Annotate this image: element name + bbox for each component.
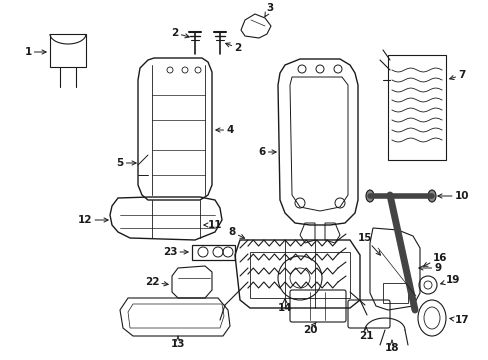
Text: 18: 18 [384,340,398,353]
Text: 3: 3 [264,3,273,17]
Text: 12: 12 [78,215,108,225]
Text: 21: 21 [358,327,372,341]
Text: 13: 13 [170,336,185,349]
Text: 15: 15 [357,233,380,255]
Text: 19: 19 [440,275,459,285]
Text: 10: 10 [437,191,468,201]
Text: 7: 7 [449,70,465,80]
Text: 1: 1 [24,47,46,57]
Text: 6: 6 [258,147,276,157]
Text: 2: 2 [225,43,241,53]
Ellipse shape [427,190,435,202]
Ellipse shape [365,190,373,202]
Text: 23: 23 [163,247,188,257]
Text: 4: 4 [215,125,233,135]
Text: 5: 5 [116,158,136,168]
Text: 17: 17 [449,315,468,325]
Text: 2: 2 [171,28,189,38]
Text: 8: 8 [228,227,244,238]
Text: 22: 22 [144,277,168,287]
Text: 14: 14 [277,299,292,313]
Text: 11: 11 [203,220,222,230]
Text: 20: 20 [302,322,317,335]
Text: 16: 16 [423,253,447,266]
Text: 9: 9 [418,263,441,273]
